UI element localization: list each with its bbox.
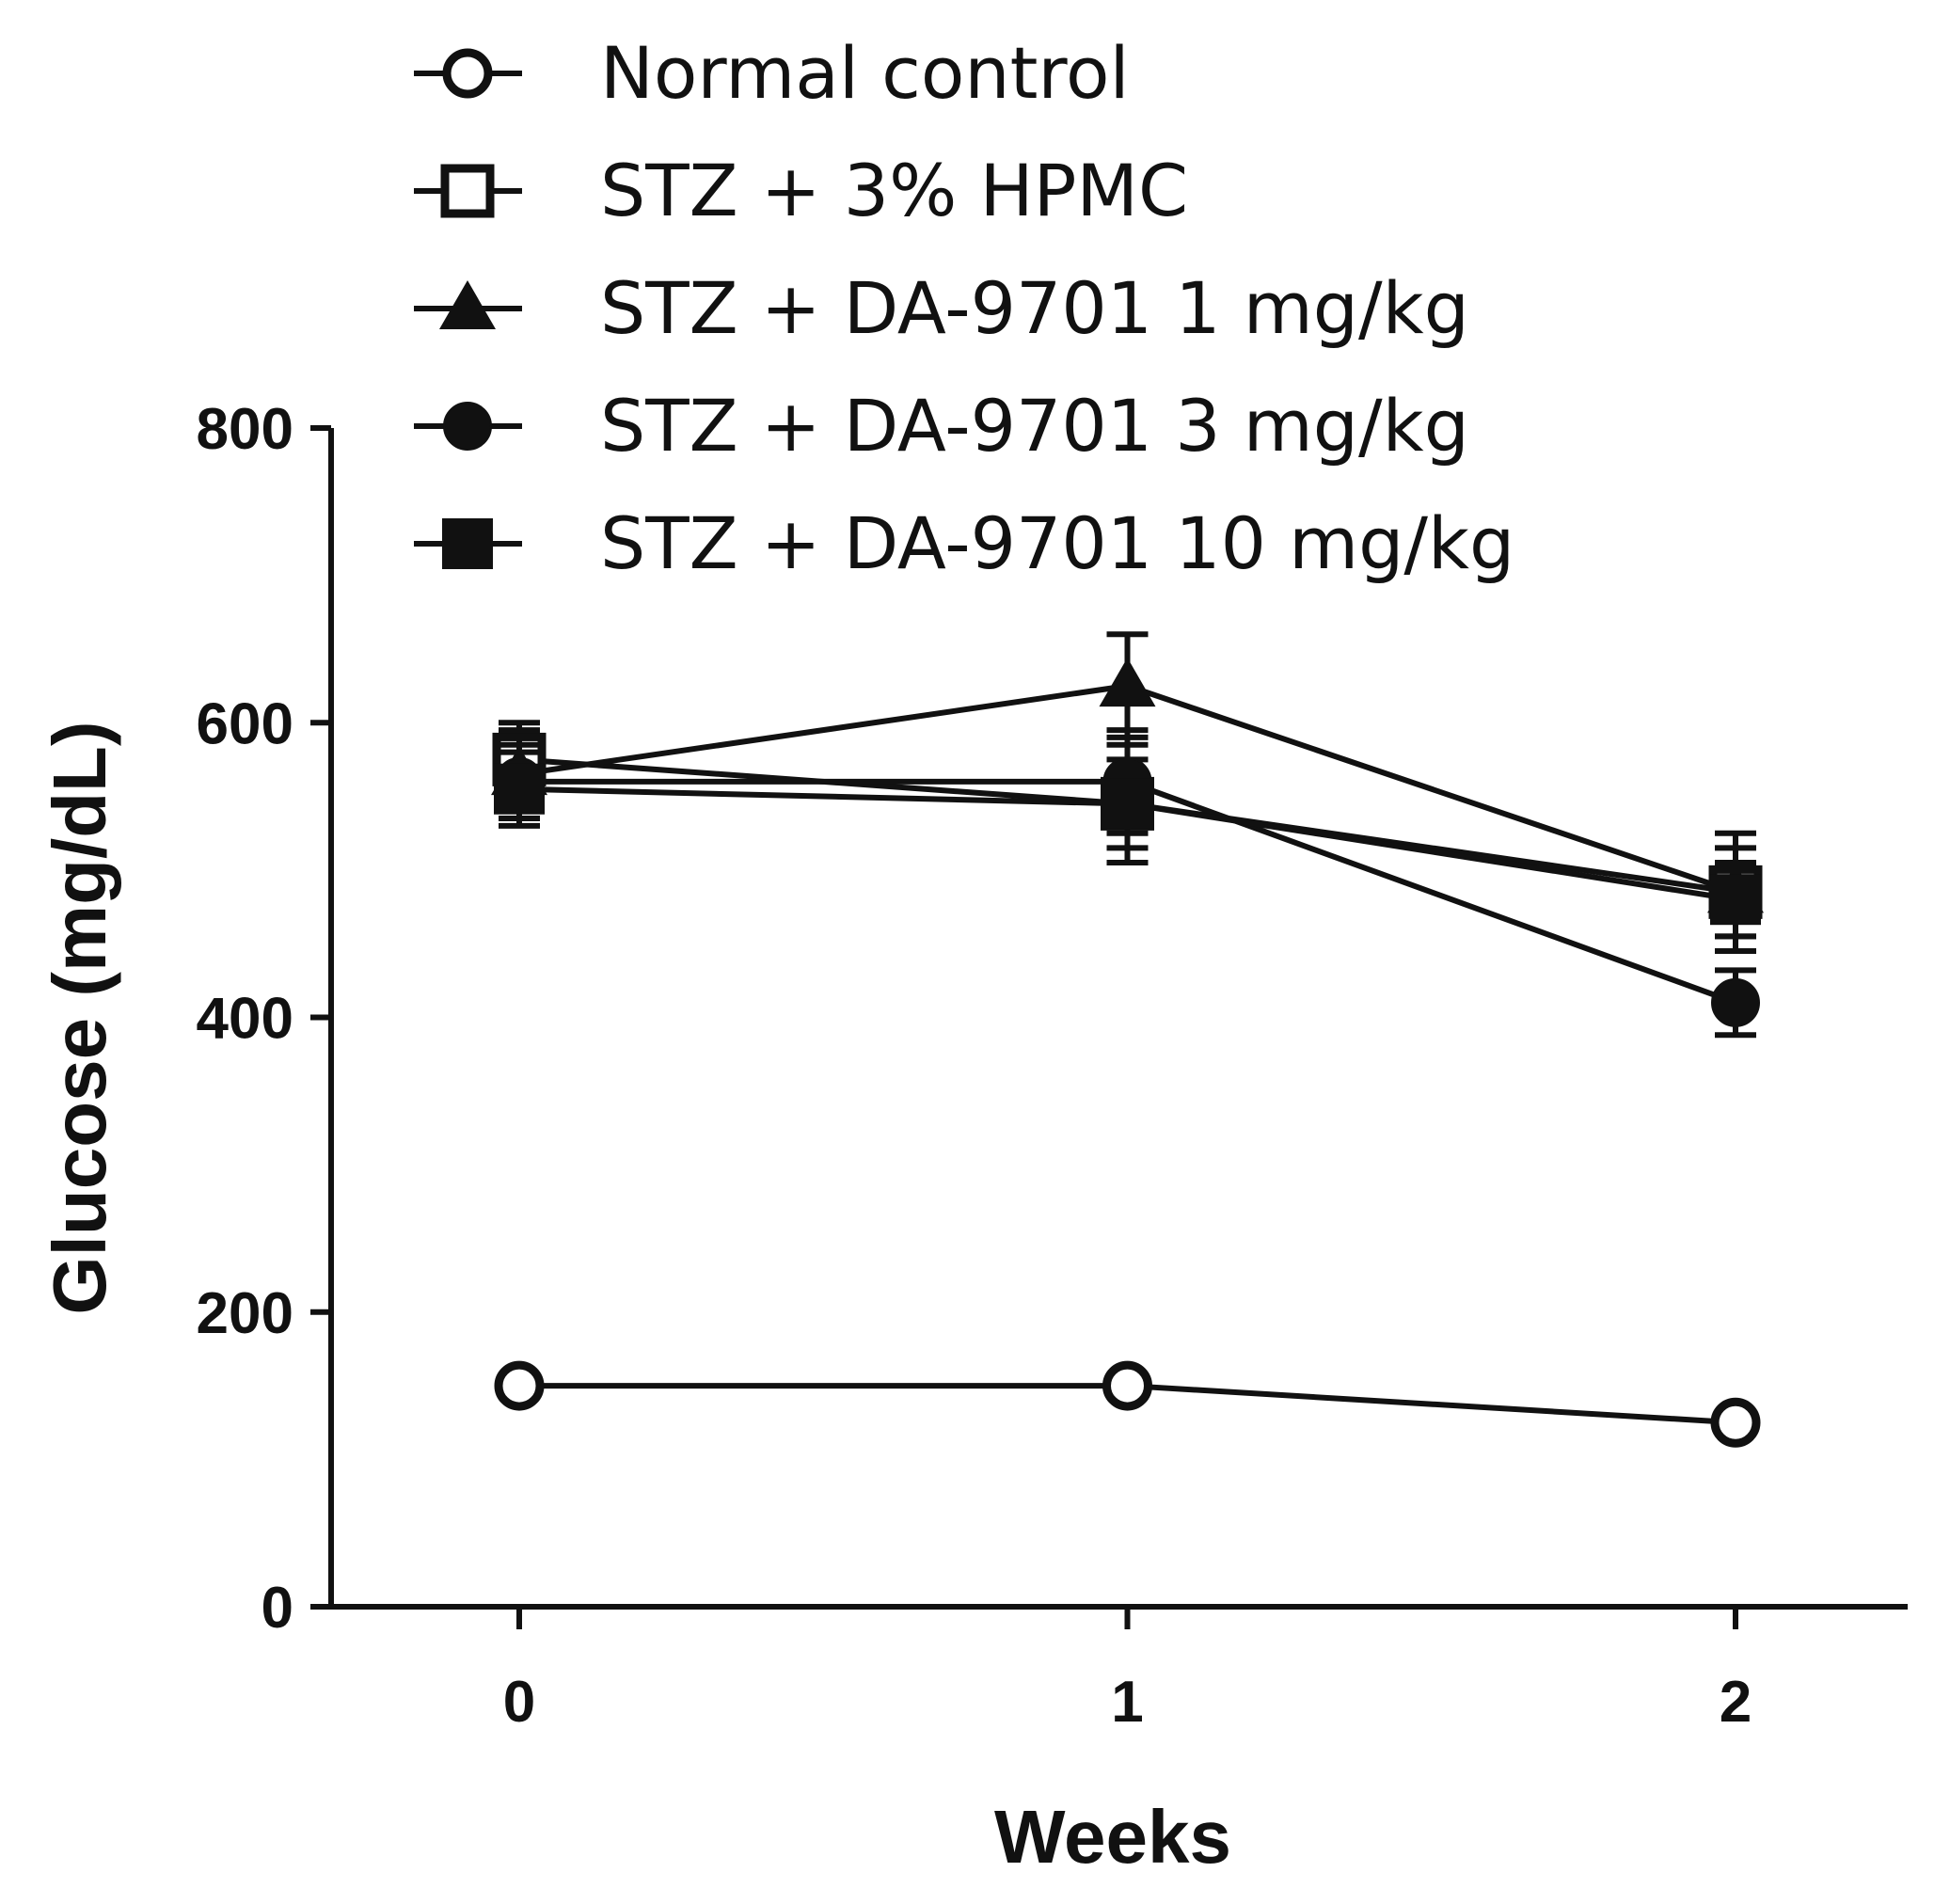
data-point: [494, 763, 545, 815]
x-axis-title: Weeks: [994, 1795, 1231, 1879]
legend-item: STZ + DA-9701 10 mg/kg: [414, 501, 1514, 585]
legend-marker: [443, 402, 492, 451]
legend-label: STZ + 3% HPMC: [600, 149, 1188, 232]
legend-item: STZ + 3% HPMC: [414, 149, 1188, 232]
legend: Normal control STZ + 3% HPMC STZ + DA-9701…: [414, 31, 1514, 585]
legend-marker: [439, 280, 496, 329]
data-point: [1099, 658, 1156, 707]
y-tick-label: 800: [197, 397, 293, 462]
legend-marker: [440, 164, 495, 218]
x-ticks: 0 1 2: [503, 1607, 1752, 1735]
legend-label: Normal control: [600, 31, 1130, 115]
legend-label: STZ + DA-9701 3 mg/kg: [600, 384, 1469, 468]
data-point: [494, 1360, 545, 1411]
legend-item: STZ + DA-9701 3 mg/kg: [414, 384, 1469, 468]
data-point: [1710, 874, 1761, 926]
data-point: [1711, 977, 1760, 1027]
data-point: [1102, 778, 1153, 830]
y-axis-title: Glucose (mg/dL): [38, 721, 121, 1314]
legend-item: STZ + DA-9701 1 mg/kg: [414, 266, 1469, 350]
series-layer: [491, 631, 1764, 1448]
data-point: [1102, 1360, 1152, 1411]
series-0: [494, 1360, 1761, 1448]
legend-marker: [442, 518, 493, 569]
legend-label: STZ + DA-9701 10 mg/kg: [600, 501, 1514, 585]
y-tick-label: 0: [262, 1576, 293, 1641]
x-tick-label: 2: [1720, 1670, 1752, 1735]
y-tick-label: 200: [197, 1281, 293, 1346]
y-ticks: 0 200 400 600 800: [197, 397, 331, 1641]
legend-marker: [442, 48, 493, 99]
x-tick-label: 0: [503, 1670, 535, 1735]
legend-item: Normal control: [414, 31, 1130, 115]
y-tick-label: 400: [197, 987, 293, 1052]
axes: 0 200 400 600 800 0 1 2: [197, 397, 1908, 1735]
data-point: [1710, 1397, 1761, 1448]
legend-label: STZ + DA-9701 1 mg/kg: [600, 266, 1469, 350]
series-4: [494, 741, 1761, 940]
y-tick-label: 600: [197, 691, 293, 756]
x-tick-label: 1: [1111, 1670, 1143, 1735]
